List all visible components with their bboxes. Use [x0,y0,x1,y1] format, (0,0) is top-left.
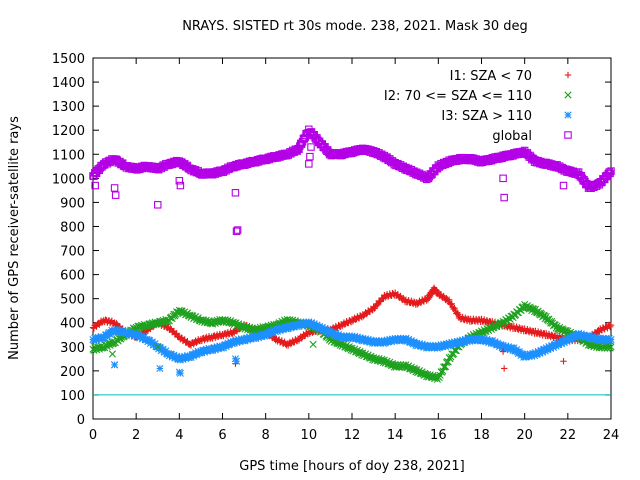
data-point [167,325,174,332]
data-point [606,169,614,178]
outlier-point [499,348,507,355]
x-tick-label: 22 [560,428,577,443]
legend-marker [564,111,572,119]
data-point [605,168,613,176]
legend-marker [564,71,572,79]
y-tick-label: 1100 [52,148,85,163]
outlier-point [111,191,120,199]
data-point [448,300,456,308]
data-point [435,373,443,382]
outlier-point [91,181,99,190]
y-tick-label: 1300 [52,100,85,115]
outlier-point [176,369,185,377]
outlier-point [307,143,315,151]
x-tick-label: 10 [301,428,318,443]
outlier-point [499,174,507,183]
x-tick-label: 4 [175,428,183,443]
outlier-point [559,181,568,190]
y-tick-label: 900 [60,196,85,211]
x-axis-label: GPS time [hours of doy 238, 2021] [239,459,464,474]
data-point [607,343,615,351]
y-tick-label: 1000 [52,172,85,187]
y-axis-label: Number of GPS receiver-satellite rays [7,116,22,360]
data-point [373,301,381,309]
data-point [607,321,615,329]
series-layer [89,125,615,383]
x-tick-label: 16 [430,428,447,443]
data-point [377,298,384,305]
x-tick-label: 2 [132,428,140,443]
outlier-point [176,181,185,190]
data-point [113,320,120,327]
x-tick-label: 24 [603,428,620,443]
y-tick-label: 0 [77,413,85,428]
outlier-point [154,343,162,351]
outliers [110,355,241,377]
outliers [91,143,568,236]
y-tick-label: 1400 [52,76,85,91]
y-tick-label: 100 [60,389,85,404]
y-tick-label: 400 [60,317,85,332]
outlier-point [305,160,313,168]
outlier-point [110,361,119,369]
outlier-point [154,201,162,209]
data-point [173,330,180,337]
outlier-point [156,364,164,373]
legend-label: global [492,129,532,144]
x-tick-label: 20 [516,428,533,443]
legend-marker [564,91,572,99]
series-i3 [89,318,615,364]
outlier-point [231,189,240,197]
outlier-point [306,152,314,161]
outlier-point [233,226,242,234]
outlier-point [110,184,119,192]
x-tick-label: 18 [473,428,490,443]
y-tick-label: 1500 [52,52,85,67]
data-point [184,337,191,345]
y-tick-label: 1200 [52,124,85,139]
x-axis: 0 2 4 6 8 10 12 14 16 18 20 22 24 [89,58,619,443]
outlier-point [108,350,117,358]
outlier-point [500,365,508,372]
legend: I1: SZA < 70 I2: 70 <= SZA <= 110 I3: SZA … [384,69,572,144]
legend-marker [564,131,572,139]
series-global [89,125,615,192]
plot-frame [92,57,612,420]
outlier-point [309,340,317,348]
y-tick-label: 300 [60,341,85,356]
y-tick-label: 500 [60,293,85,308]
legend-label: I2: 70 <= SZA <= 110 [384,89,532,104]
data-point [445,296,453,303]
chart-title: NRAYS. SISTED rt 30s mode. 238, 2021. Ma… [182,19,528,34]
outlier-point [560,358,567,365]
data-point [451,304,458,312]
y-axis: 0 100 200 300 400 500 600 700 800 900 1000 1100 1200… [52,52,611,428]
outliers [232,348,567,372]
outlier-point [500,193,508,202]
y-tick-label: 600 [60,269,85,284]
x-tick-label: 0 [89,428,97,443]
y-tick-label: 200 [60,365,85,380]
data-point [446,355,454,363]
data-point [595,344,603,352]
y-tick-label: 700 [60,245,85,260]
data-point [607,335,615,344]
outlier-point [232,357,241,365]
x-tick-label: 14 [387,428,404,443]
outlier-point [232,227,241,236]
outlier-point [175,176,184,185]
data-point [607,167,615,175]
x-tick-label: 6 [218,428,226,443]
x-tick-label: 12 [344,428,361,443]
y-tick-label: 800 [60,220,85,235]
legend-label: I1: SZA < 70 [450,69,532,84]
x-tick-label: 8 [262,428,270,443]
legend-label: I3: SZA > 110 [441,109,532,124]
